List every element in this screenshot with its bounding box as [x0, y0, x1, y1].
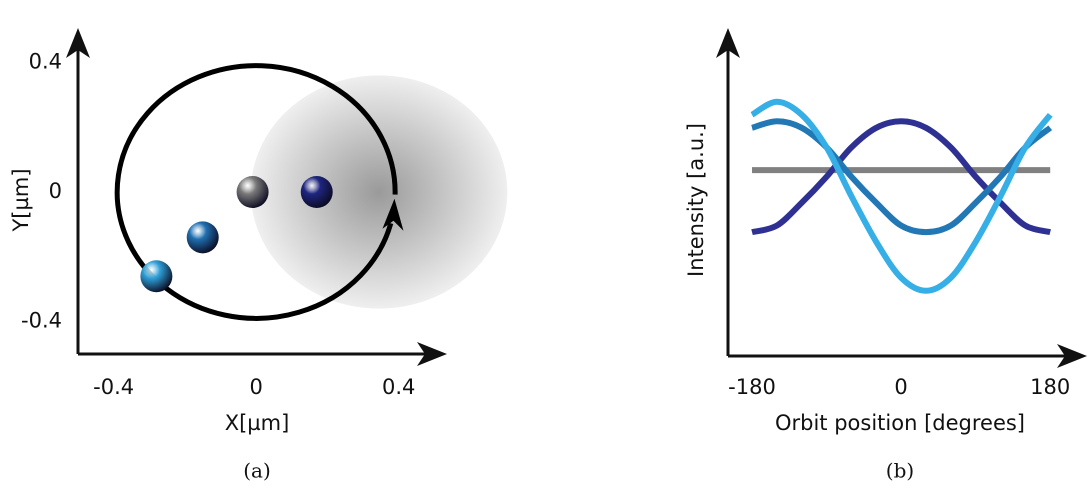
x-axis-label: Orbit position [degrees] [775, 411, 1025, 435]
x-tick-label: 0.4 [382, 375, 415, 399]
y-tick-label: 0.4 [29, 49, 62, 73]
page: {"chart_data": [ {"type": "scatter", "xl… [0, 0, 1089, 496]
y-tick-label: 0 [49, 179, 62, 203]
line [752, 121, 1050, 232]
x-axis-label: X[µm] [225, 411, 290, 435]
x-tick-label: 180 [1030, 375, 1070, 399]
axes-b [716, 28, 1087, 368]
point [140, 260, 172, 292]
line [752, 121, 1050, 232]
point [237, 176, 269, 208]
beam [251, 75, 508, 308]
point [301, 176, 333, 208]
y-tick-label: -0.4 [21, 309, 62, 333]
caption: (b) [886, 459, 914, 483]
caption: (a) [243, 459, 271, 483]
line [752, 102, 1050, 291]
x-tick-label: 0 [249, 375, 262, 399]
x-tick-label: 0 [894, 375, 907, 399]
x-tick-label: -180 [728, 375, 776, 399]
y-axis-label: Y[µm] [9, 168, 33, 232]
x-tick-label: -0.4 [93, 375, 134, 399]
point [187, 221, 219, 253]
figure: X[µm] Y[µm] (a) Orbit position [degrees]… [0, 0, 1089, 496]
y-axis-label: Intensity [a.u.] [684, 123, 708, 277]
